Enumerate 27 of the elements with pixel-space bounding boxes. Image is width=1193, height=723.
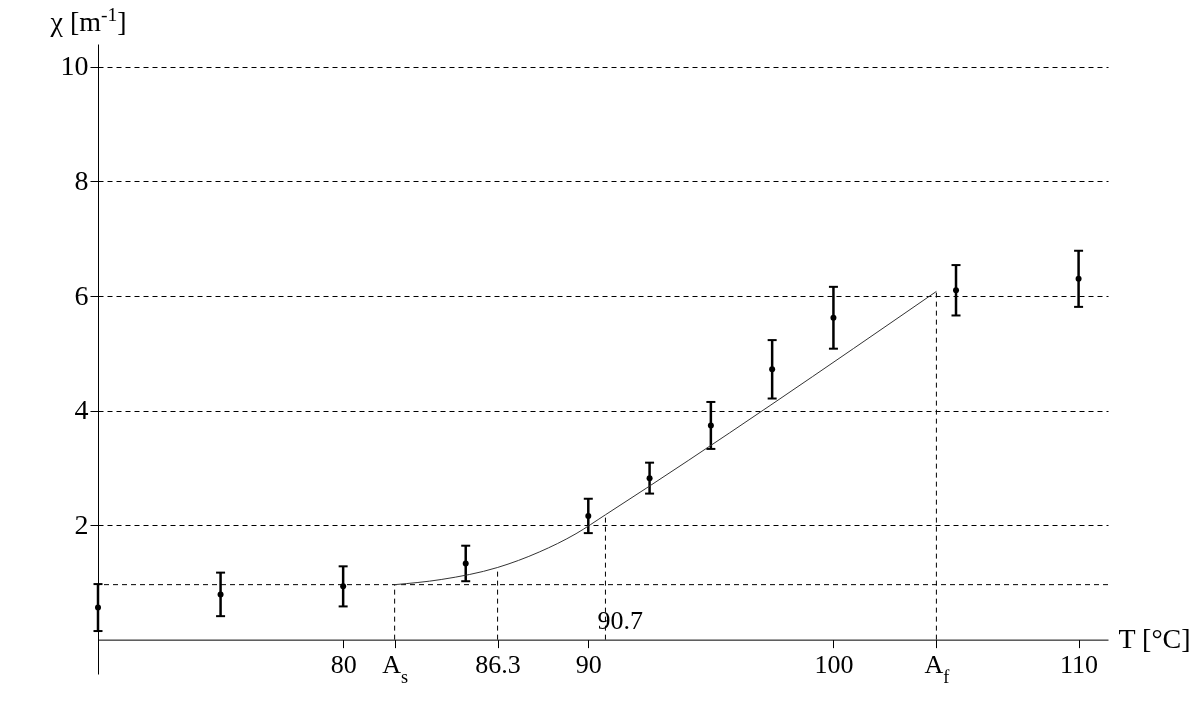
x-tick-label: A$_{f}$ [924,650,951,688]
y-tick-label: 4 [74,394,89,426]
point [646,475,653,482]
x-tick-label: 86.3 [475,650,521,680]
y-tick-label: 8 [74,164,89,196]
point [953,287,960,294]
ref-line-label: 90.7 [597,605,643,635]
x-axis-title: T [°C] [1118,623,1191,655]
line-series [394,290,937,586]
x-tick-label: 90 [575,650,602,680]
y-tick-label: 2 [74,508,89,540]
point [585,512,592,519]
point [95,604,101,611]
y-axis-title: χ [m$^{-1}$] [49,3,127,37]
point [830,314,837,321]
point [707,422,714,429]
x-tick-label: 110 [1060,650,1099,680]
x-tick-label: A$_{s}$ [382,650,409,688]
point [340,583,347,590]
point [462,560,469,567]
x-tick-label: 100 [814,650,854,680]
point [769,366,776,373]
x-tick-label: 80 [330,650,357,680]
y-tick-label: 6 [74,279,89,311]
point [1075,275,1082,282]
y-tick-label: 10 [60,50,89,82]
point [217,591,224,598]
